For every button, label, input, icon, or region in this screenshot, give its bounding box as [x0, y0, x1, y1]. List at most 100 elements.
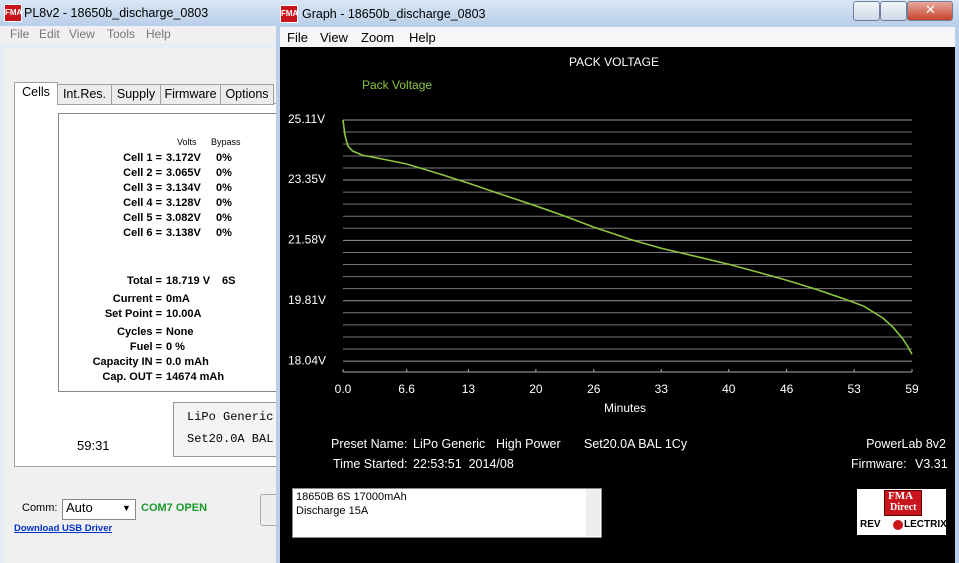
tab[interactable]: Options [220, 84, 274, 105]
field-label: Cell 5 = [123, 212, 162, 224]
bypass-value: 0% [216, 197, 232, 209]
menu-item[interactable]: File [287, 30, 308, 45]
preset-name: LiPo Generic [413, 437, 486, 451]
field-label: Cell 4 = [123, 197, 162, 209]
bypass-value: 0% [216, 152, 232, 164]
field-label: Capacity IN = [92, 356, 162, 368]
menu-item[interactable]: Help [409, 30, 436, 45]
field-label: Fuel = [129, 341, 162, 353]
preset-label: Preset Name: [331, 437, 408, 451]
x-tick-label: 53 [847, 382, 861, 396]
x-tick-label: 59 [905, 382, 919, 396]
field-value: 18.719 V [166, 275, 211, 287]
menu-bar [280, 27, 955, 47]
window-title: Graph - 18650b_discharge_0803 [302, 7, 486, 21]
scrollbar[interactable] [586, 489, 600, 536]
timer: 59:31 [77, 438, 110, 453]
field-value: 3.138V [166, 227, 201, 239]
x-tick-label: 33 [655, 382, 669, 396]
chart-title: PACK VOLTAGE [569, 55, 659, 69]
x-tick-label: 13 [462, 382, 476, 396]
brand-text: REV [860, 519, 881, 530]
legend-entry: Pack Voltage [362, 78, 432, 92]
column-header: Bypass [211, 137, 241, 147]
menu-item[interactable]: Edit [39, 27, 60, 41]
maximize-button[interactable] [880, 1, 907, 21]
graph-area [280, 47, 955, 563]
logo-badge [884, 490, 922, 516]
field-label: Current = [112, 293, 162, 305]
bypass-value: 0% [216, 227, 232, 239]
x-axis-label: Minutes [604, 401, 646, 415]
preset-line: LiPo Generic [187, 410, 274, 424]
bypass-value: 0% [216, 167, 232, 179]
note-line: 18650B 6S 17000mAh [296, 491, 407, 503]
menu-item[interactable]: View [320, 30, 348, 45]
field-value: 0 % [166, 341, 185, 353]
field-value: 0.0 mAh [166, 356, 209, 368]
menu-bar [0, 26, 280, 43]
driver-link[interactable]: Download USB Driver [14, 523, 113, 534]
preset-box [173, 402, 280, 457]
tab[interactable]: Int.Res. [57, 84, 112, 105]
preset-setting: Set20.0A BAL 1Cy [584, 437, 688, 451]
menu-item[interactable]: View [69, 27, 95, 41]
chart: PACK VOLTAGE Minutes 25.11V 23.35V 21.58V 1… [288, 55, 919, 415]
note-line: Discharge 15A [296, 505, 369, 517]
logo-mark [893, 520, 903, 530]
y-tick-label: 21.58V [288, 233, 326, 247]
x-tick-label: 0.0 [335, 382, 352, 396]
preset-line: Set20.0A BAL [187, 432, 274, 446]
title-bar [0, 0, 280, 26]
x-tick-label: 26 [587, 382, 601, 396]
column-header: Volts [177, 137, 197, 147]
data-line [342, 119, 913, 355]
bypass-value: 0% [216, 212, 232, 224]
field-value: 3.065V [166, 167, 201, 179]
logo-text: FMA [888, 490, 914, 502]
menu-item[interactable]: Zoom [361, 30, 395, 45]
comm-label: Comm: [22, 502, 58, 514]
x-tick-label: 20 [529, 382, 543, 396]
y-tick-label: 23.35V [288, 172, 326, 186]
field-label: Cell 6 = [123, 227, 162, 239]
field-value: None [166, 326, 194, 338]
y-tick-label: 25.11V [288, 112, 325, 126]
tab[interactable]: Cells [14, 82, 58, 105]
x-tick-label: 46 [780, 382, 794, 396]
app-icon: FMA [4, 4, 22, 22]
menu-item[interactable]: Tools [107, 27, 136, 41]
close-button[interactable] [907, 1, 953, 21]
field-label: Total = [127, 275, 162, 287]
field-value: 14674 mAh [166, 371, 225, 383]
time-value: 22:53:51 2014/08 [413, 457, 514, 471]
app-icon: FMA [280, 5, 298, 23]
preset-mode: High Power [496, 437, 561, 451]
cells-box [58, 113, 280, 392]
field-label: Cycles = [117, 326, 162, 338]
minimize-button[interactable] [853, 1, 880, 21]
close-icon: ✕ [925, 2, 936, 17]
field-value: 0mA [166, 293, 190, 305]
graph-window: FMA Graph - 18650b_discharge_0803 ✕ [276, 0, 959, 563]
field-value: 3.082V [166, 212, 201, 224]
menu-item[interactable]: Help [146, 27, 171, 41]
tab[interactable]: Supply [111, 84, 161, 105]
button[interactable] [260, 494, 280, 526]
tab[interactable]: Firmware [160, 84, 221, 105]
logo-text: Direct [890, 502, 917, 513]
x-tick-label: 40 [722, 382, 736, 396]
field-value: 3.128V [166, 197, 201, 209]
field-label: Cell 3 = [123, 182, 162, 194]
brand-text: LECTRIX [904, 519, 947, 530]
field-value: 3.134V [166, 182, 201, 194]
cell-count: 6S [222, 275, 236, 287]
field-value: 10.00A [166, 308, 202, 320]
menu-item[interactable]: File [10, 27, 30, 41]
comm-select[interactable] [62, 499, 136, 520]
comm-value[interactable]: Auto [66, 500, 93, 515]
window-title: PL8v2 - 18650b_discharge_0803 [24, 6, 209, 20]
bypass-value: 0% [216, 182, 232, 194]
time-label: Time Started: [333, 457, 408, 471]
